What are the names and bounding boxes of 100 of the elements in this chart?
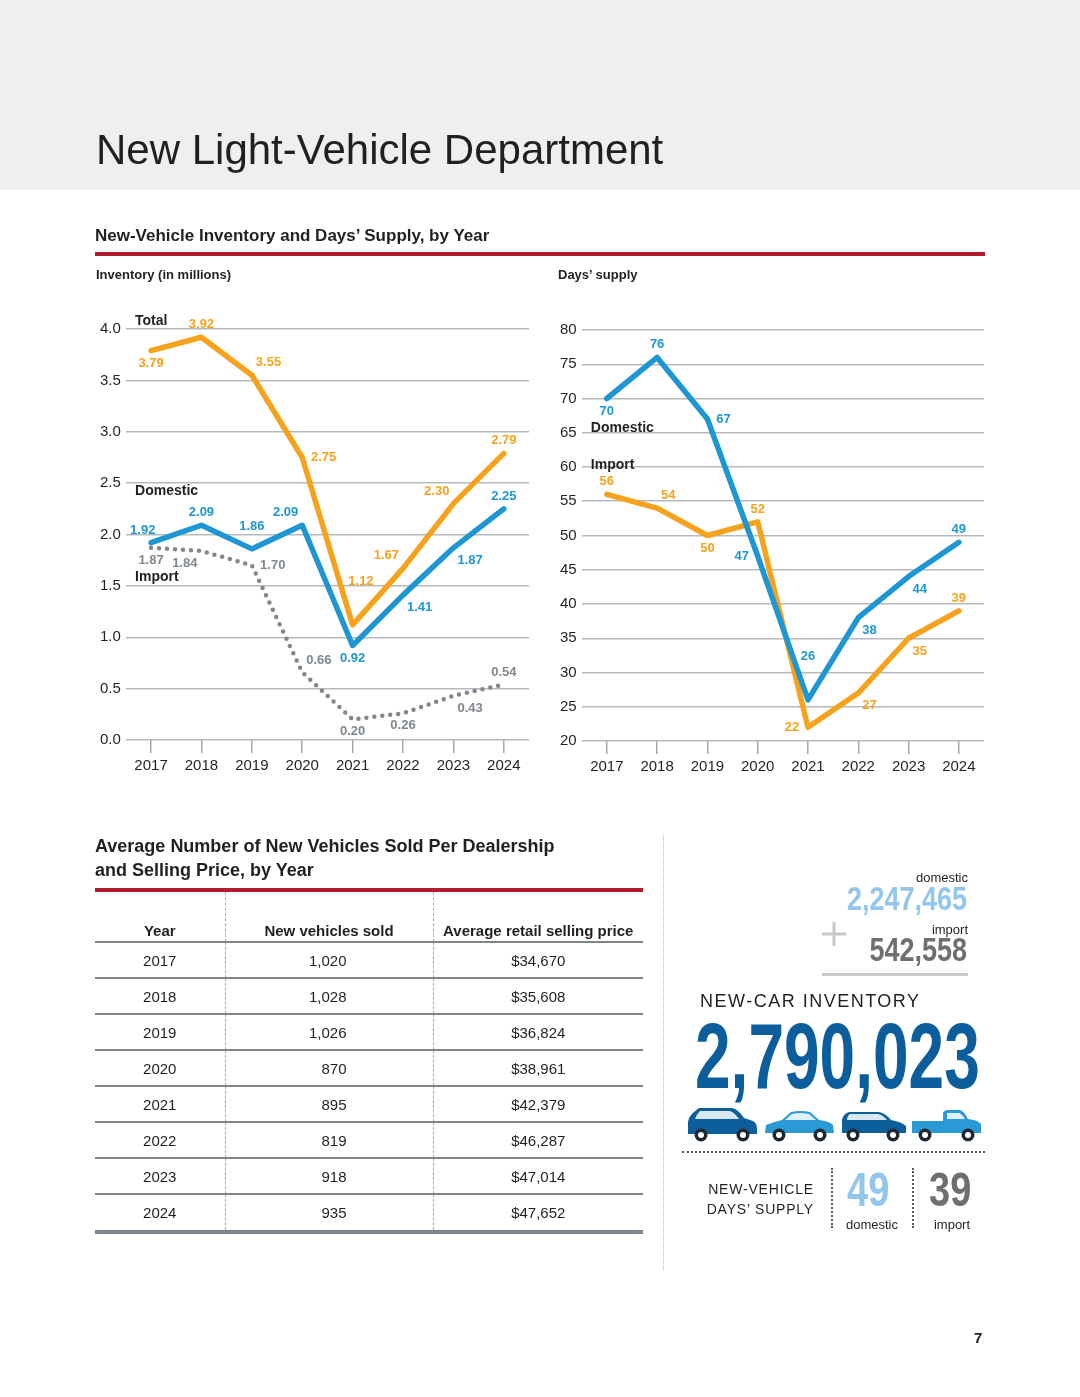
y-tick-label: 30 <box>560 662 577 680</box>
text: import <box>932 1217 972 1232</box>
data-label: $36,824 <box>433 1014 643 1050</box>
data-label: 918 <box>225 1158 433 1194</box>
y-tick-label: 75 <box>560 354 577 372</box>
y-tick-label: 3.5 <box>99 370 121 388</box>
data-label: 52 <box>750 500 765 516</box>
y-tick-label: 20 <box>560 731 577 749</box>
y-tick-label: 35 <box>560 628 577 646</box>
data-label: 49 <box>951 521 967 537</box>
data-label: 2.30 <box>424 482 450 498</box>
y-tick-label: 2.0 <box>99 524 121 542</box>
y-tick-label: 2019 <box>142 1022 178 1043</box>
data-label: 3.92 <box>188 316 215 332</box>
x-tick-label: 2024 <box>487 756 521 774</box>
data-label: 22 <box>784 718 800 734</box>
series-label: Import <box>135 568 179 585</box>
series-label: Import <box>590 455 635 472</box>
data-label: 1.87 <box>457 552 483 568</box>
data-label: $34,670 <box>433 942 643 978</box>
data-label: 1.12 <box>348 573 374 589</box>
y-tick-label: 65 <box>560 422 577 440</box>
data-label: 1,028 <box>225 978 433 1014</box>
header-banner: New Light-Vehicle Department <box>0 0 1080 190</box>
data-label: 54 <box>661 486 677 502</box>
data-label: 27 <box>862 697 877 713</box>
y-tick-label: 2023 <box>142 1166 178 1187</box>
data-label: 0.26 <box>390 717 416 733</box>
y-axis-title: Inventory (in millions) <box>96 267 232 283</box>
y-tick-label: 60 <box>560 457 577 475</box>
x-tick-label: 2019 <box>690 757 725 775</box>
y-axis-title: Days’ supply <box>558 267 638 283</box>
x-tick-label: 2018 <box>640 757 674 775</box>
data-label: 47 <box>734 547 749 563</box>
data-label: 3.79 <box>138 354 164 370</box>
y-tick-label: 4.0 <box>99 319 121 337</box>
data-label: 1.67 <box>373 547 400 563</box>
x-tick-label: 2022 <box>386 756 420 774</box>
y-tick-label: 2020 <box>142 1058 178 1079</box>
y-tick-label: 2021 <box>142 1094 178 1115</box>
data-label: 819 <box>225 1122 433 1158</box>
x-tick-label: 2020 <box>741 757 775 775</box>
chart-title: Average Number of New Vehicles Sold Per Dealership and Selling Price, by Year <box>95 835 556 882</box>
data-label: $47,014 <box>433 1158 643 1194</box>
y-tick-label: 55 <box>560 491 577 509</box>
chart-title: New Light-Vehicle Department <box>96 126 664 174</box>
x-tick-label: 2022 <box>841 757 875 775</box>
data-label: 2.75 <box>310 449 337 465</box>
data-label: 0.92 <box>339 649 366 665</box>
y-tick-label: 25 <box>560 696 577 714</box>
y-tick-label: 0.5 <box>99 678 121 696</box>
x-tick-label: 2019 <box>235 756 269 774</box>
x-tick-label: 2023 <box>436 756 471 774</box>
text: NEW-VEHICLE DAYS’ SUPPLY <box>705 1180 814 1219</box>
x-tick-label: 2021 <box>335 756 370 774</box>
text: domestic <box>845 1217 899 1232</box>
data-label: 2.79 <box>491 432 517 448</box>
x-tick-label: 2021 <box>791 757 825 775</box>
data-label: 1,020 <box>225 942 433 978</box>
data-label: 44 <box>912 580 928 596</box>
y-tick-label: 45 <box>560 559 577 577</box>
x-tick-label: New vehicles sold <box>225 892 433 942</box>
data-label: $42,379 <box>433 1086 643 1122</box>
data-label: 0.43 <box>457 699 483 715</box>
data-label: 56 <box>599 473 615 489</box>
data-label: $46,287 <box>433 1122 643 1158</box>
data-label: 67 <box>716 410 731 426</box>
data-label: 2.09 <box>188 504 215 520</box>
y-tick-label: 1.5 <box>99 576 121 594</box>
data-label: 0.20 <box>339 723 366 739</box>
data-label: 895 <box>225 1086 433 1122</box>
x-tick-label: Average retail selling price <box>433 892 643 942</box>
data-label: 0.54 <box>491 663 518 679</box>
text: 7 <box>974 1329 983 1346</box>
data-label: 1.70 <box>260 556 286 572</box>
x-tick-label: 2024 <box>942 757 976 775</box>
data-label: 1.86 <box>239 517 265 533</box>
series-label: Total <box>135 312 168 329</box>
data-label: 35 <box>912 642 928 658</box>
y-axis-title: Year <box>142 921 177 941</box>
series-label: Domestic <box>135 481 199 498</box>
y-tick-label: 3.0 <box>99 421 121 439</box>
y-tick-label: 2017 <box>142 950 178 971</box>
chart-subtitle: New-Vehicle Inventory and Days’ Supply, by Year <box>95 225 490 247</box>
data-label: 1,026 <box>225 1014 433 1050</box>
y-tick-label: 80 <box>560 320 577 338</box>
data-label: 39 <box>951 589 967 605</box>
data-label: 1.41 <box>407 599 433 615</box>
data-label: 76 <box>649 336 665 352</box>
data-label: 70 <box>599 402 615 418</box>
data-label: 2.09 <box>272 504 299 520</box>
data-label: 0.66 <box>306 651 332 667</box>
x-tick-label: 2020 <box>285 756 319 774</box>
data-label: 1.87 <box>138 551 164 567</box>
x-tick-label: 2017 <box>590 757 624 775</box>
data-label: 1.84 <box>172 554 199 570</box>
data-label: 26 <box>800 648 816 664</box>
data-label: $47,652 <box>433 1194 643 1230</box>
data-label: 50 <box>700 539 715 555</box>
data-label: 3.55 <box>255 354 282 370</box>
